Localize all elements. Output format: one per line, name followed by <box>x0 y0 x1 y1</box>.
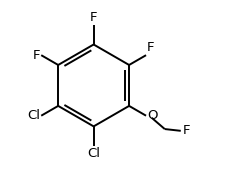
Text: F: F <box>90 11 97 24</box>
Text: F: F <box>182 124 189 137</box>
Text: Cl: Cl <box>27 109 40 122</box>
Text: F: F <box>146 41 154 54</box>
Text: Cl: Cl <box>87 147 100 160</box>
Text: F: F <box>33 49 40 62</box>
Text: O: O <box>146 109 157 122</box>
